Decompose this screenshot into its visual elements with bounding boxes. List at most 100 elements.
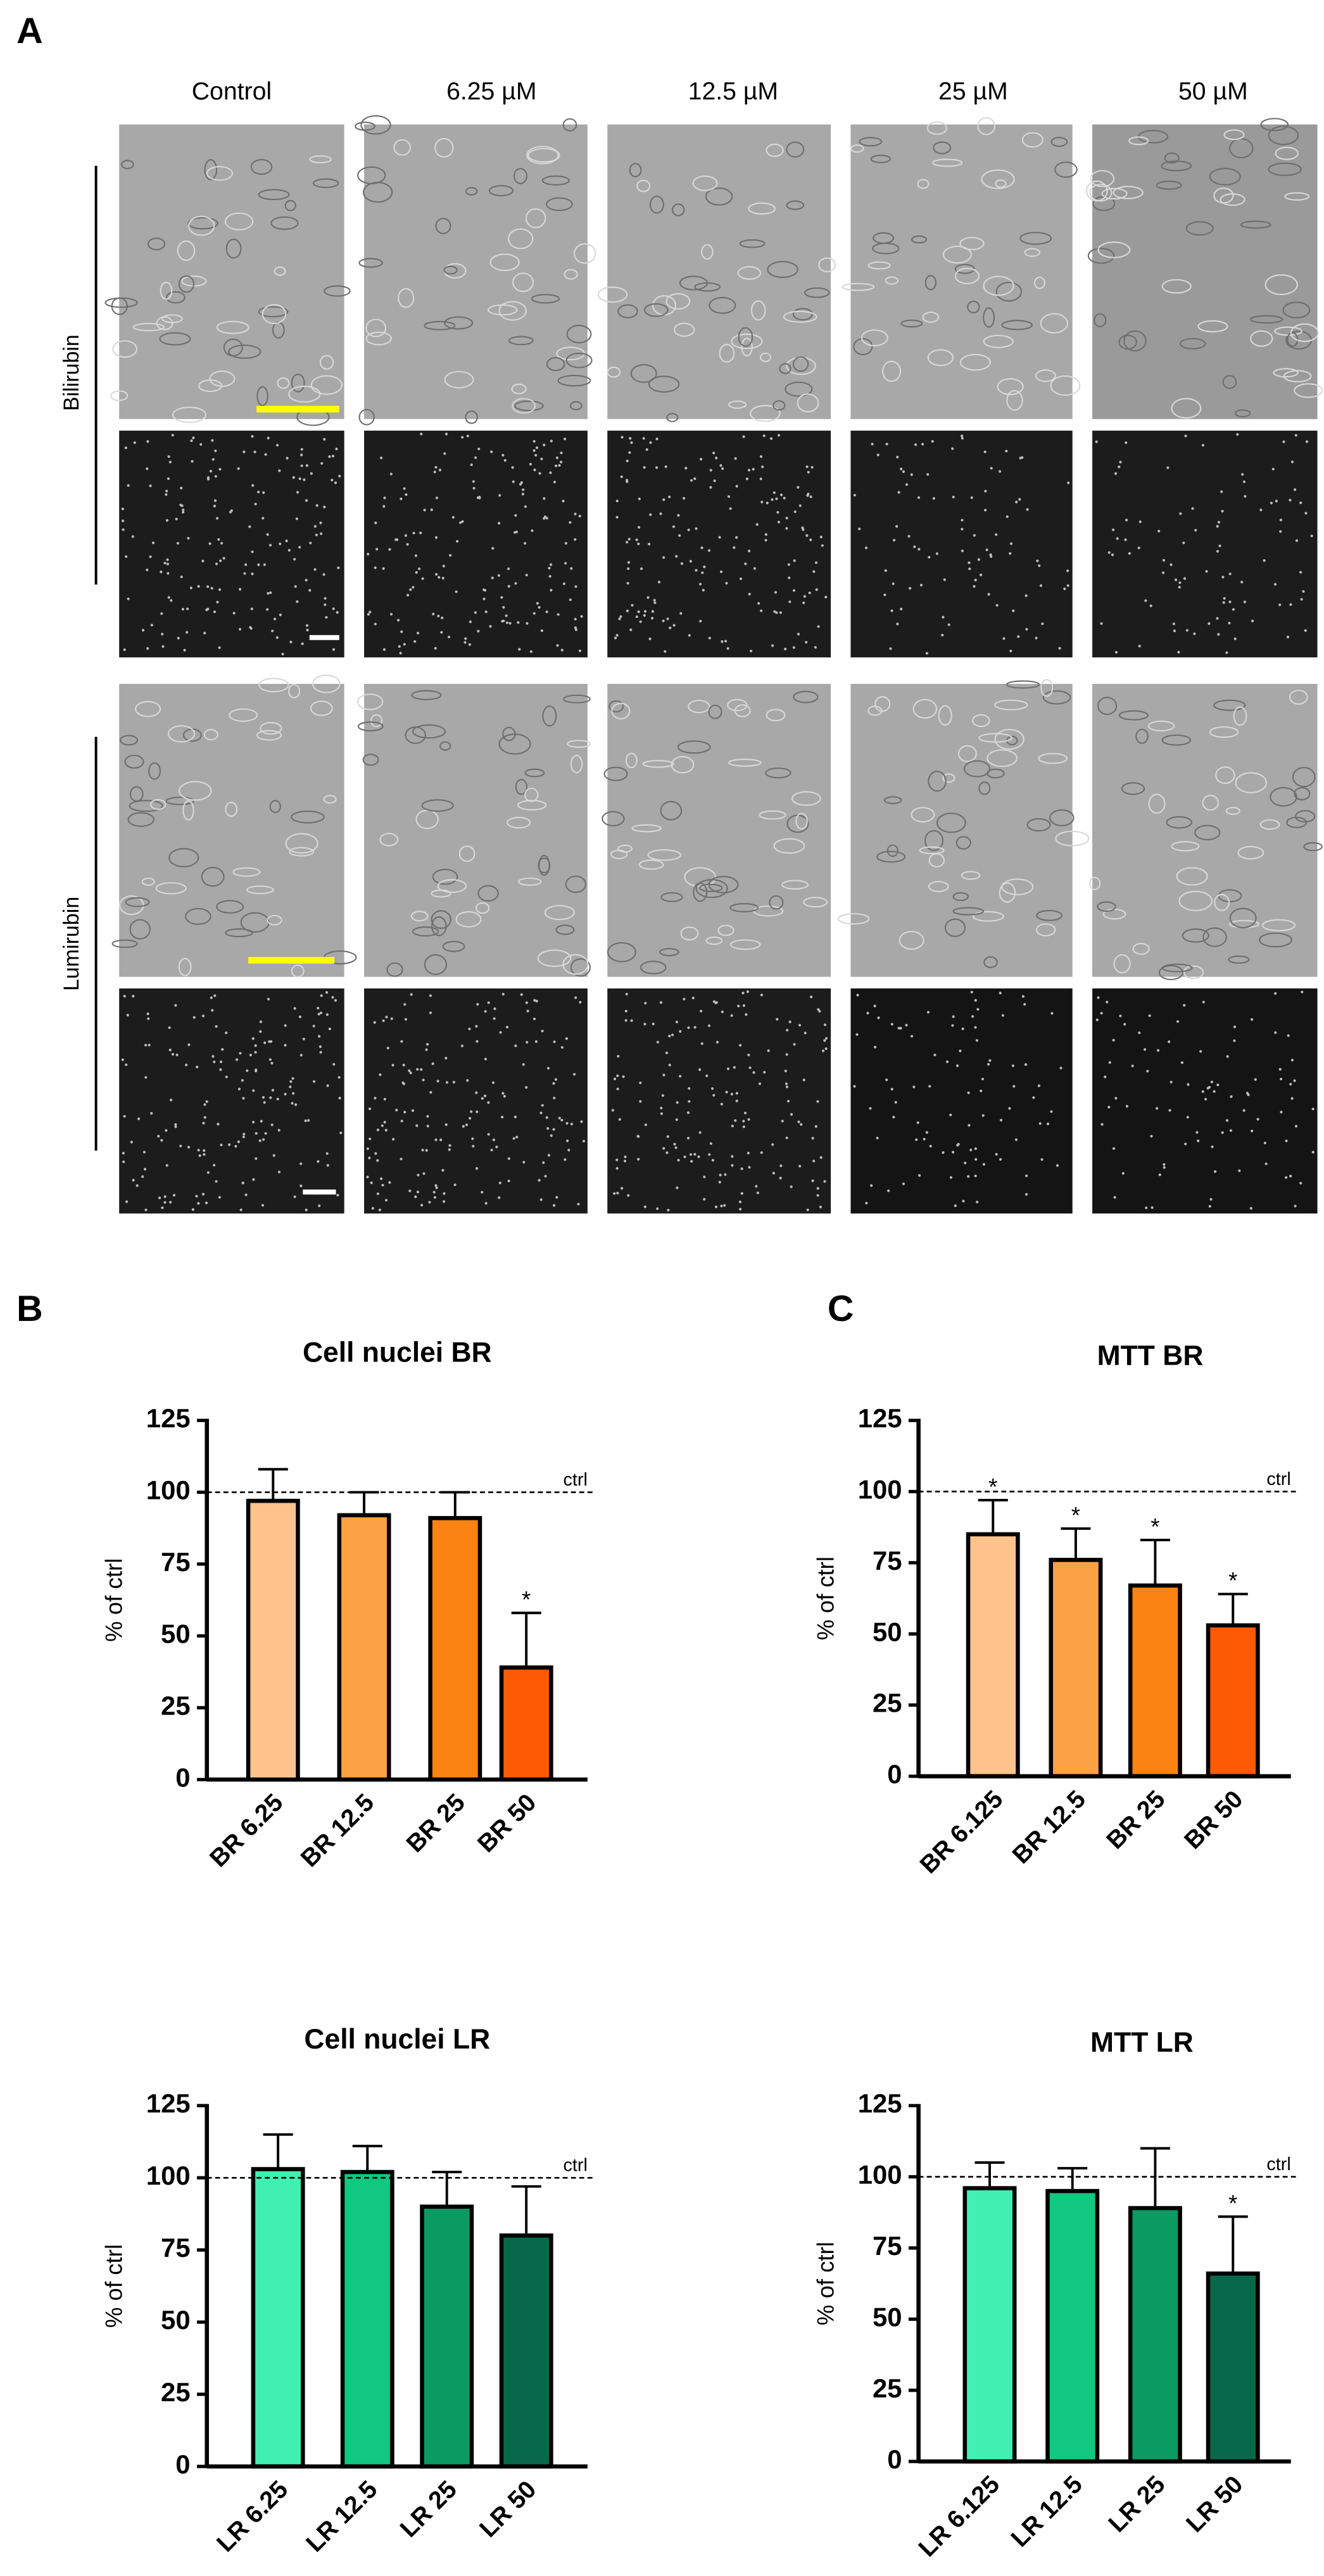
nucleus	[640, 567, 643, 571]
nucleus	[560, 451, 563, 455]
nucleus	[498, 494, 501, 497]
nucleus	[724, 640, 728, 643]
nucleus	[1178, 581, 1182, 584]
nucleus	[748, 1166, 751, 1169]
cell	[936, 812, 966, 833]
nucleus	[776, 1018, 779, 1021]
cell	[1289, 690, 1308, 705]
nucleus	[1289, 1082, 1292, 1086]
nucleus	[533, 449, 536, 452]
nucleus	[534, 1040, 538, 1043]
nucleus	[776, 510, 779, 514]
nucleus	[569, 521, 572, 524]
nucleus	[800, 1123, 803, 1126]
cell	[708, 876, 739, 893]
cell	[701, 244, 714, 260]
nucleus	[429, 1090, 432, 1094]
nucleus	[1151, 1206, 1154, 1209]
cell	[1054, 161, 1078, 178]
cell	[972, 714, 990, 728]
nucleus	[241, 1182, 244, 1185]
bar	[499, 1665, 553, 1782]
nucleus	[533, 468, 536, 472]
nucleus	[533, 439, 536, 443]
nucleus	[816, 1100, 819, 1103]
nucleus	[461, 520, 464, 523]
nucleus	[735, 484, 738, 488]
cell	[1040, 679, 1054, 697]
nucleus	[690, 479, 693, 482]
nucleus	[1263, 1141, 1266, 1145]
nucleus	[890, 609, 893, 612]
y-tick-label: 125	[858, 2088, 902, 2118]
cell	[225, 802, 238, 817]
nucleus	[195, 1194, 198, 1198]
nucleus	[526, 1009, 529, 1013]
nucleus	[130, 1140, 133, 1144]
nucleus	[812, 1159, 816, 1163]
nucleus	[167, 596, 170, 599]
nucleus	[877, 1016, 880, 1020]
nucleus	[802, 601, 805, 605]
nucleus	[790, 1113, 793, 1116]
x-tick-label: BR 6.25	[205, 1789, 288, 1872]
bar	[1206, 2271, 1260, 2464]
nucleus	[396, 619, 400, 622]
nucleus	[1021, 456, 1024, 459]
nucleus	[1228, 621, 1231, 625]
cell	[260, 722, 282, 735]
cell	[944, 918, 966, 937]
nucleus	[507, 567, 510, 571]
nucleus	[529, 462, 532, 466]
cell	[465, 187, 478, 196]
nucleus	[313, 568, 317, 571]
nucleus	[390, 1017, 393, 1020]
nucleus	[464, 637, 467, 640]
nucleus	[210, 996, 213, 999]
nucleus	[320, 462, 324, 465]
nucleus	[693, 477, 697, 481]
nucleus	[923, 1137, 926, 1141]
nucleus	[730, 1014, 733, 1017]
nucleus	[250, 607, 253, 610]
nucleus	[170, 1099, 173, 1102]
nucleus	[216, 517, 219, 520]
nucleus	[1175, 578, 1178, 581]
nucleus	[574, 585, 577, 588]
cell	[954, 267, 980, 284]
nucleus	[769, 437, 773, 440]
nucleus	[798, 504, 802, 507]
cell	[1185, 221, 1214, 236]
nucleus	[1197, 1139, 1200, 1142]
cell	[952, 892, 969, 902]
nucleus	[435, 572, 438, 576]
nucleus	[762, 434, 766, 438]
nucleus	[764, 538, 767, 542]
nucleus	[1191, 507, 1194, 510]
nucleus	[302, 1037, 305, 1040]
nucleus	[916, 1121, 919, 1124]
cell	[694, 282, 721, 292]
cell	[1006, 680, 1040, 689]
nucleus	[734, 457, 737, 460]
nucleus	[890, 1023, 893, 1026]
cell	[648, 376, 680, 393]
nucleus	[786, 1028, 789, 1032]
cell	[512, 272, 534, 293]
nucleus	[185, 1063, 188, 1066]
nucleus	[727, 495, 731, 498]
cell	[258, 678, 289, 693]
cell	[573, 243, 596, 264]
nucleus	[190, 439, 193, 443]
nucleus	[225, 1075, 228, 1078]
nucleus	[615, 1158, 619, 1161]
nucleus	[553, 1096, 556, 1100]
cell	[517, 877, 542, 886]
cell	[659, 948, 679, 957]
nucleus	[1302, 590, 1305, 593]
cell	[545, 197, 573, 212]
cell	[1234, 409, 1251, 418]
nucleus	[564, 541, 567, 545]
cell	[773, 838, 805, 854]
nucleus	[472, 486, 476, 490]
